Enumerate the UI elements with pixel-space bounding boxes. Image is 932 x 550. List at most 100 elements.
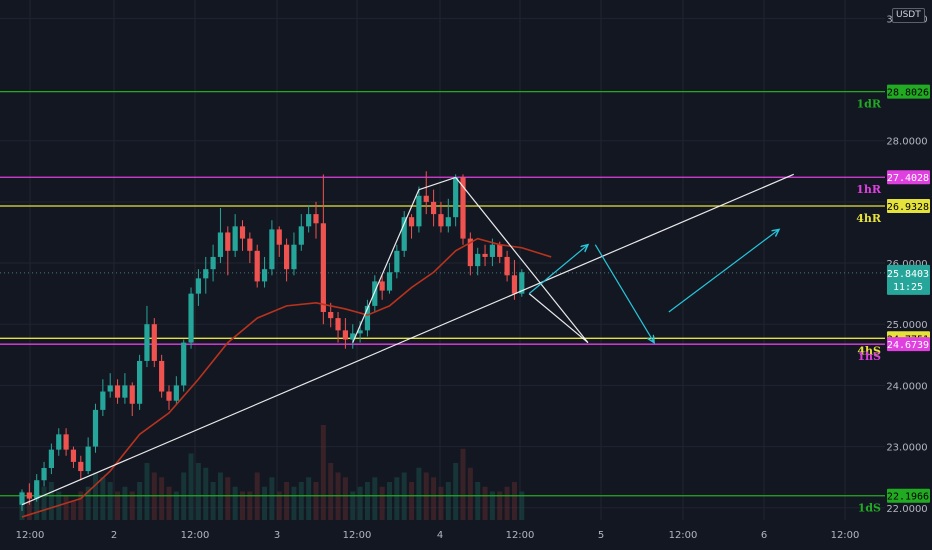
time-tick-label: 2 [111, 530, 117, 541]
candle-body [482, 253, 488, 257]
volume-bar [467, 467, 473, 520]
volume-bar [85, 486, 91, 520]
currency-badge[interactable]: USDT [892, 8, 925, 23]
candle-body [70, 449, 77, 462]
current-price-countdown: 11:25 [893, 282, 923, 293]
moving-average-line [21, 237, 552, 518]
time-tick-label: 12:00 [831, 530, 860, 541]
level-label-1dR: 1dR [857, 98, 882, 111]
volume-bar [203, 467, 209, 520]
level-label-1hR: 1hR [856, 183, 882, 196]
volume-bar [225, 477, 231, 520]
candle-body [63, 434, 69, 450]
trendline-drawings [21, 173, 794, 506]
candle-body [254, 250, 260, 282]
candle-body [19, 492, 25, 505]
candle-body [284, 244, 290, 270]
volume-bar [431, 477, 437, 520]
volume-bar [100, 477, 106, 520]
candle-body [225, 232, 231, 251]
volume-bar [320, 425, 326, 520]
candle-body [34, 480, 40, 499]
volume-bar [232, 486, 238, 520]
volume-bar [394, 477, 400, 520]
candle-body [232, 226, 238, 251]
candle-body [151, 324, 157, 361]
candle-body [328, 312, 334, 319]
volume-bar [48, 482, 54, 520]
volume-bar [350, 491, 356, 520]
price-badge-1hR [887, 170, 930, 185]
time-tick-label: 3 [274, 530, 280, 541]
candle-body [166, 391, 172, 401]
volume-bar [166, 486, 172, 520]
candle-body [203, 269, 209, 279]
level-label-1hS: 1hS [857, 350, 881, 363]
volume-bar [173, 491, 179, 520]
candle-body [379, 281, 385, 291]
time-tick-label: 12:00 [506, 530, 535, 541]
candle-body [423, 195, 429, 202]
candle-body [504, 256, 510, 276]
volume-bar [195, 463, 201, 520]
candle-body [372, 281, 378, 306]
candle-body [41, 468, 47, 481]
volume-bar [34, 496, 40, 520]
volume-bar [159, 477, 165, 520]
trendline [418, 176, 456, 191]
volume-bar [489, 491, 495, 520]
candle-body [298, 226, 304, 245]
candle-body [342, 330, 348, 340]
candle-body [401, 217, 407, 251]
volume-bars [19, 425, 525, 520]
time-tick-label: 6 [761, 530, 767, 541]
price-badge-1dR [887, 84, 930, 99]
volume-bar [445, 482, 451, 520]
candle-body [467, 238, 473, 267]
candles [19, 171, 525, 511]
candle-body [350, 333, 356, 340]
candle-body [210, 256, 216, 270]
candle-body [144, 324, 150, 361]
volume-bar [511, 482, 517, 520]
volume-bar [276, 491, 282, 520]
volume-bar [78, 491, 84, 520]
volume-bar [129, 491, 135, 520]
trendline [352, 189, 420, 343]
volume-bar [26, 501, 32, 520]
candle-body [320, 223, 326, 312]
volume-bar [387, 482, 392, 520]
time-axis[interactable]: 12:00 2 12:00 3 12:00 4 12:00 5 12:00 6 12:00 [0, 520, 932, 550]
candle-body [394, 250, 400, 273]
candle-body [56, 434, 62, 450]
candle-body [48, 449, 54, 468]
volume-bar [240, 491, 245, 520]
candle-body [306, 214, 312, 227]
candle-body [453, 177, 459, 218]
time-tick-label: 12:00 [669, 530, 698, 541]
price-badge-4hR [887, 198, 930, 213]
candle-body [276, 229, 282, 245]
candle-body [335, 318, 341, 331]
time-tick-label: 12:00 [181, 530, 210, 541]
volume-bar [291, 486, 297, 520]
volume-bar [137, 482, 143, 520]
candle-body [416, 195, 422, 227]
level-label-4hS: 4hS [857, 344, 881, 357]
volume-bar [519, 491, 525, 520]
candle-body [497, 244, 503, 257]
price-badge-text-1hR: 27.4028 [887, 173, 929, 184]
candle-body [159, 360, 165, 392]
candle-body [313, 214, 319, 224]
candle-body [460, 177, 466, 239]
price-badge-text-4hR: 26.9328 [887, 202, 929, 213]
candle-body [78, 461, 84, 472]
volume-bar [409, 482, 415, 520]
volume-bar [247, 491, 253, 520]
time-tick-label: 12:00 [343, 530, 372, 541]
candle-body [129, 385, 135, 404]
candle-body [475, 253, 481, 267]
